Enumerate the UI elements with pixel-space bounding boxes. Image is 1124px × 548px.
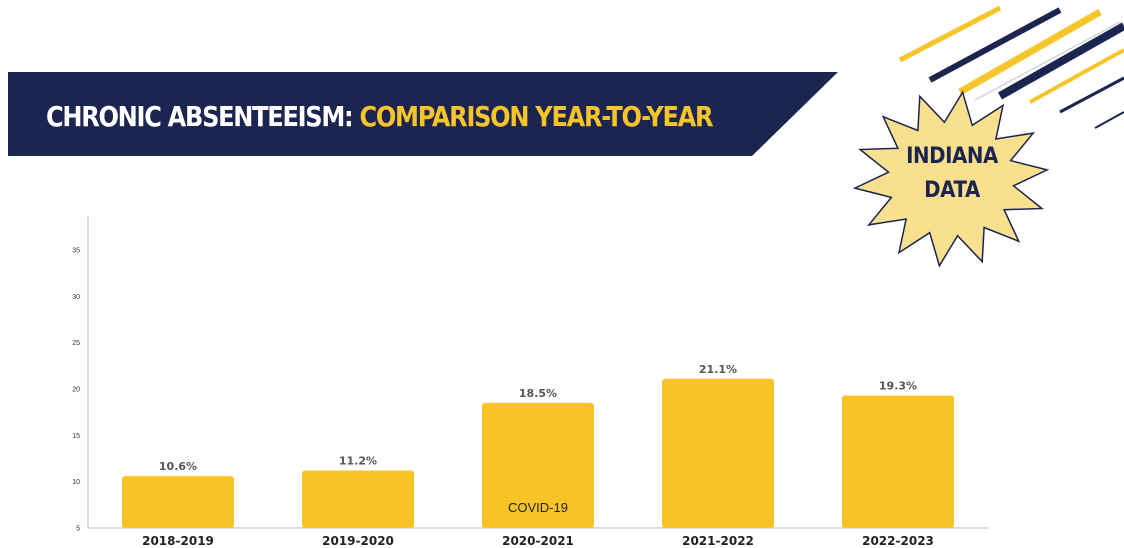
starburst-icon bbox=[852, 90, 1050, 268]
y-tick-label: 30 bbox=[72, 294, 80, 301]
corner-stripes bbox=[898, 5, 1124, 129]
bar bbox=[482, 402, 594, 528]
data-label: 10.6% bbox=[159, 460, 197, 473]
bar bbox=[302, 470, 414, 528]
x-tick-label: 2018-2019 bbox=[142, 534, 214, 548]
x-tick-label: 2022-2023 bbox=[862, 534, 934, 548]
indiana-data-badge: INDIANA DATA bbox=[836, 84, 1066, 279]
title-banner bbox=[8, 72, 838, 156]
title-part-white: CHRONIC ABSENTEEISM: bbox=[46, 100, 360, 133]
bar bbox=[842, 395, 954, 528]
x-tick-label: 2020-2021 bbox=[502, 534, 574, 548]
data-label: 19.3% bbox=[879, 379, 917, 392]
page-title: CHRONIC ABSENTEEISM: COMPARISON YEAR-TO-… bbox=[46, 92, 713, 142]
badge-line2: DATA bbox=[924, 178, 980, 203]
y-tick-label: 5 bbox=[76, 526, 80, 533]
title-part-yellow: COMPARISON YEAR-TO-YEAR bbox=[359, 100, 713, 133]
badge-line1: INDIANA bbox=[906, 144, 998, 169]
y-tick-label: 15 bbox=[72, 433, 80, 440]
data-label: 18.5% bbox=[519, 387, 557, 400]
y-tick-label: 10 bbox=[72, 479, 80, 486]
bar bbox=[662, 378, 774, 528]
data-label: 11.2% bbox=[339, 455, 377, 468]
bar-annotation: COVID-19 bbox=[508, 500, 568, 515]
y-tick-label: 35 bbox=[72, 248, 80, 255]
y-tick-label: 20 bbox=[72, 387, 80, 394]
x-tick-label: 2021-2022 bbox=[682, 534, 754, 548]
bar bbox=[122, 476, 234, 528]
x-tick-label: 2019-2020 bbox=[322, 534, 394, 548]
y-tick-label: 25 bbox=[72, 340, 80, 347]
data-label: 21.1% bbox=[699, 363, 737, 376]
